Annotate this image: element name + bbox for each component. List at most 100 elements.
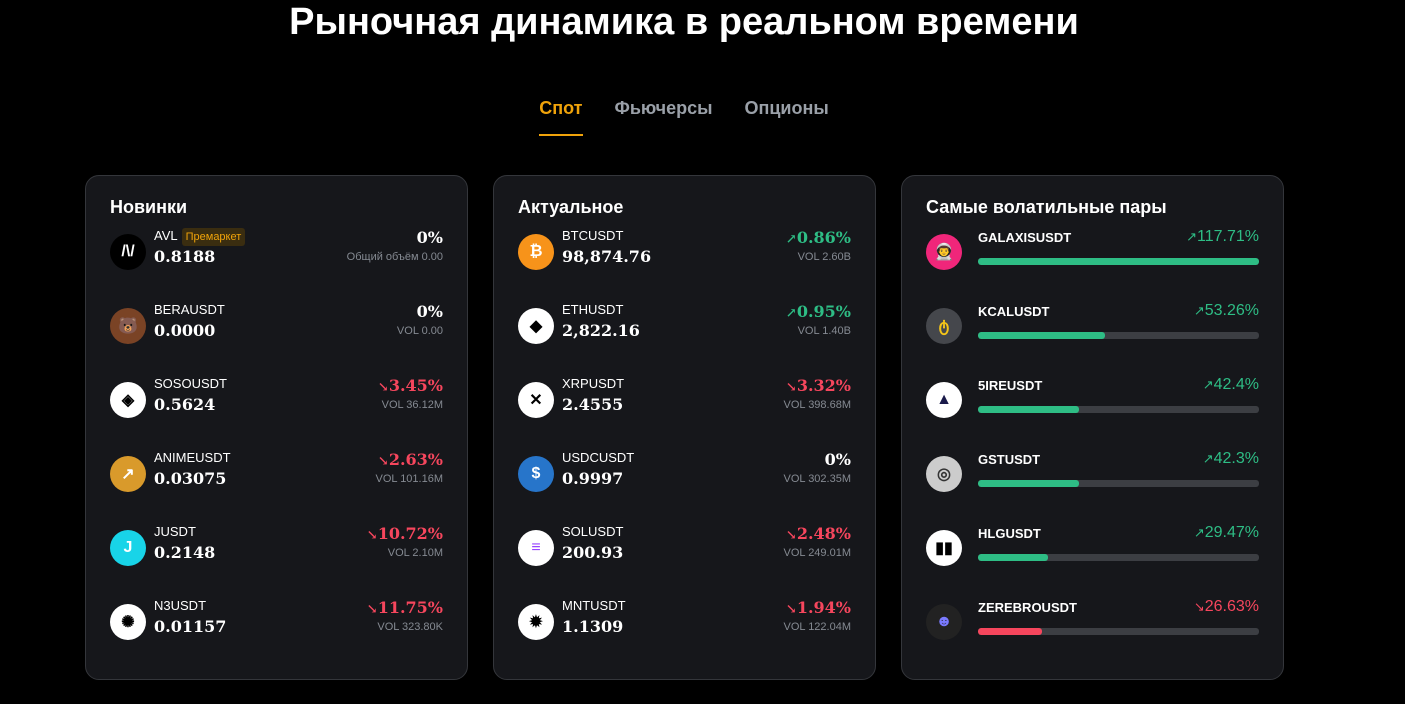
volume: VOL 249.01M: [783, 547, 851, 559]
trend-arrow-icon: ↗: [785, 232, 797, 247]
trend-arrow-icon: ↘: [377, 380, 389, 395]
trend-arrow-icon: ↘: [1193, 599, 1205, 614]
change: ↘26.63%: [1194, 598, 1259, 616]
symbol: BTCUSDT: [562, 228, 623, 244]
trend-arrow-icon: ↘: [785, 602, 797, 617]
price: 0.8188: [154, 247, 216, 266]
symbol: MNTUSDT: [562, 598, 626, 614]
trend-arrow-icon: ↘: [785, 528, 797, 543]
trend-arrow-icon: ↗: [785, 306, 797, 321]
change-value: 29.47%: [1204, 524, 1259, 541]
card-title: Новинки: [110, 197, 188, 217]
symbol-text: SOSOUSDT: [154, 376, 227, 391]
symbol-text: BERAUSDT: [154, 302, 225, 317]
market-row[interactable]: ₿ BTCUSDT 98,874.76 ↗0.86% VOL 2.60B: [518, 228, 851, 302]
volatility-bar-fill: [978, 258, 1259, 265]
symbol: GALAXISUSDT: [978, 230, 1072, 245]
change: ↗42.3%: [1203, 450, 1259, 468]
volatile-row[interactable]: ◎ GSTUSDT ↗42.3%: [926, 450, 1259, 524]
j-logo-icon: J: [110, 530, 146, 566]
most-volatile-card: Самые волатильные пары 👨‍🚀 GALAXISUSDT ↗…: [901, 175, 1284, 680]
anime-logo-icon: ↗: [110, 456, 146, 492]
symbol-text: ANIMEUSDT: [154, 450, 231, 465]
symbol-text: USDCUSDT: [562, 450, 635, 465]
market-row[interactable]: J JUSDT 0.2148 ↘10.72% VOL 2.10M: [110, 524, 443, 598]
market-row[interactable]: ◈ SOSOUSDT 0.5624 ↘3.45% VOL 36.12M: [110, 376, 443, 450]
symbol: GSTUSDT: [978, 452, 1041, 467]
volatile-row[interactable]: ▲ 5IREUSDT ↗42.4%: [926, 376, 1259, 450]
volatile-row[interactable]: ▮▮ HLGUSDT ↗29.47%: [926, 524, 1259, 598]
tab-spot[interactable]: Спот: [539, 98, 583, 136]
change: ↘3.32%: [786, 376, 851, 395]
change-value: 1.94%: [796, 598, 851, 617]
symbol: HLGUSDT: [978, 526, 1041, 541]
market-tabs: Спот Фьючерсы Опционы: [0, 98, 1368, 136]
volatility-bar-fill: [978, 480, 1079, 487]
market-row[interactable]: ✹ MNTUSDT 1.1309 ↘1.94% VOL 122.04M: [518, 598, 851, 672]
trending-card: Актуальное ₿ BTCUSDT 98,874.76 ↗0.86% VO…: [493, 175, 876, 680]
volatility-bar-fill: [978, 628, 1042, 635]
trend-arrow-icon: ↗: [1193, 525, 1205, 540]
symbol: JUSDT: [154, 524, 196, 540]
volume: VOL 1.40B: [797, 325, 851, 337]
price: 1.1309: [562, 617, 624, 636]
change-value: 42.4%: [1213, 376, 1259, 393]
market-row[interactable]: 🐻 BERAUSDT 0.0000 0% VOL 0.00: [110, 302, 443, 376]
tab-futures[interactable]: Фьючерсы: [614, 98, 713, 118]
symbol: SOSOUSDT: [154, 376, 227, 392]
market-row[interactable]: ≡ SOLUSDT 200.93 ↘2.48% VOL 249.01M: [518, 524, 851, 598]
change-value: 2.63%: [388, 450, 443, 469]
zerebro-logo-icon: ☻: [926, 604, 962, 640]
market-row[interactable]: /\/ AVL Премаркет 0.8188 0% Общий объём 0…: [110, 228, 443, 302]
volume: VOL 36.12M: [381, 399, 443, 411]
bitcoin-logo-icon: ₿: [518, 234, 554, 270]
change-value: 2.48%: [796, 524, 851, 543]
change: ↘1.94%: [786, 598, 851, 617]
change-value: 26.63%: [1204, 598, 1259, 615]
volatile-row[interactable]: ტ KCALUSDT ↗53.26%: [926, 302, 1259, 376]
symbol: AVL Премаркет: [154, 228, 246, 246]
premarket-badge: Премаркет: [181, 228, 246, 246]
symbol-text: SOLUSDT: [562, 524, 624, 539]
market-row[interactable]: ↗ ANIMEUSDT 0.03075 ↘2.63% VOL 101.16M: [110, 450, 443, 524]
tab-options[interactable]: Опционы: [744, 98, 829, 118]
symbol-text: JUSDT: [154, 524, 196, 539]
symbol: ANIMEUSDT: [154, 450, 231, 466]
market-row[interactable]: ◆ ETHUSDT 2,822.16 ↗0.95% VOL 1.40B: [518, 302, 851, 376]
symbol-text: MNTUSDT: [562, 598, 626, 613]
change: ↗53.26%: [1194, 302, 1259, 320]
price: 0.5624: [154, 395, 216, 414]
change-value: 3.32%: [796, 376, 851, 395]
kcal-logo-icon: ტ: [926, 308, 962, 344]
market-row[interactable]: ✕ XRPUSDT 2.4555 ↘3.32% VOL 398.68M: [518, 376, 851, 450]
hlg-logo-icon: ▮▮: [926, 530, 962, 566]
change: 0%: [417, 302, 443, 321]
bera-logo-icon: 🐻: [110, 308, 146, 344]
symbol: BERAUSDT: [154, 302, 225, 318]
symbol-text: N3USDT: [154, 598, 207, 613]
change-value: 3.45%: [388, 376, 443, 395]
change: ↗29.47%: [1194, 524, 1259, 542]
xrp-logo-icon: ✕: [518, 382, 554, 418]
market-row[interactable]: ✺ N3USDT 0.01157 ↘11.75% VOL 323.80K: [110, 598, 443, 672]
solana-logo-icon: ≡: [518, 530, 554, 566]
price: 200.93: [562, 543, 624, 562]
price: 0.01157: [154, 617, 227, 636]
ethereum-logo-icon: ◆: [518, 308, 554, 344]
price: 0.0000: [154, 321, 216, 340]
volume: VOL 323.80K: [377, 621, 443, 633]
soso-logo-icon: ◈: [110, 382, 146, 418]
change-value: 0%: [416, 302, 443, 321]
symbol: SOLUSDT: [562, 524, 623, 540]
market-row[interactable]: $ USDCUSDT 0.9997 0% VOL 302.35M: [518, 450, 851, 524]
trend-arrow-icon: ↘: [377, 454, 389, 469]
page-title: Рыночная динамика в реальном времени: [289, 1, 1079, 43]
volatility-bar: [978, 332, 1259, 339]
volatile-row[interactable]: ☻ ZEREBROUSDT ↘26.63%: [926, 598, 1259, 672]
volatility-bar: [978, 628, 1259, 635]
volatile-row[interactable]: 👨‍🚀 GALAXISUSDT ↗117.71%: [926, 228, 1259, 302]
change: ↘2.48%: [786, 524, 851, 543]
change-value: 42.3%: [1213, 450, 1259, 467]
symbol: 5IREUSDT: [978, 378, 1043, 393]
change-value: 0.86%: [796, 228, 851, 247]
